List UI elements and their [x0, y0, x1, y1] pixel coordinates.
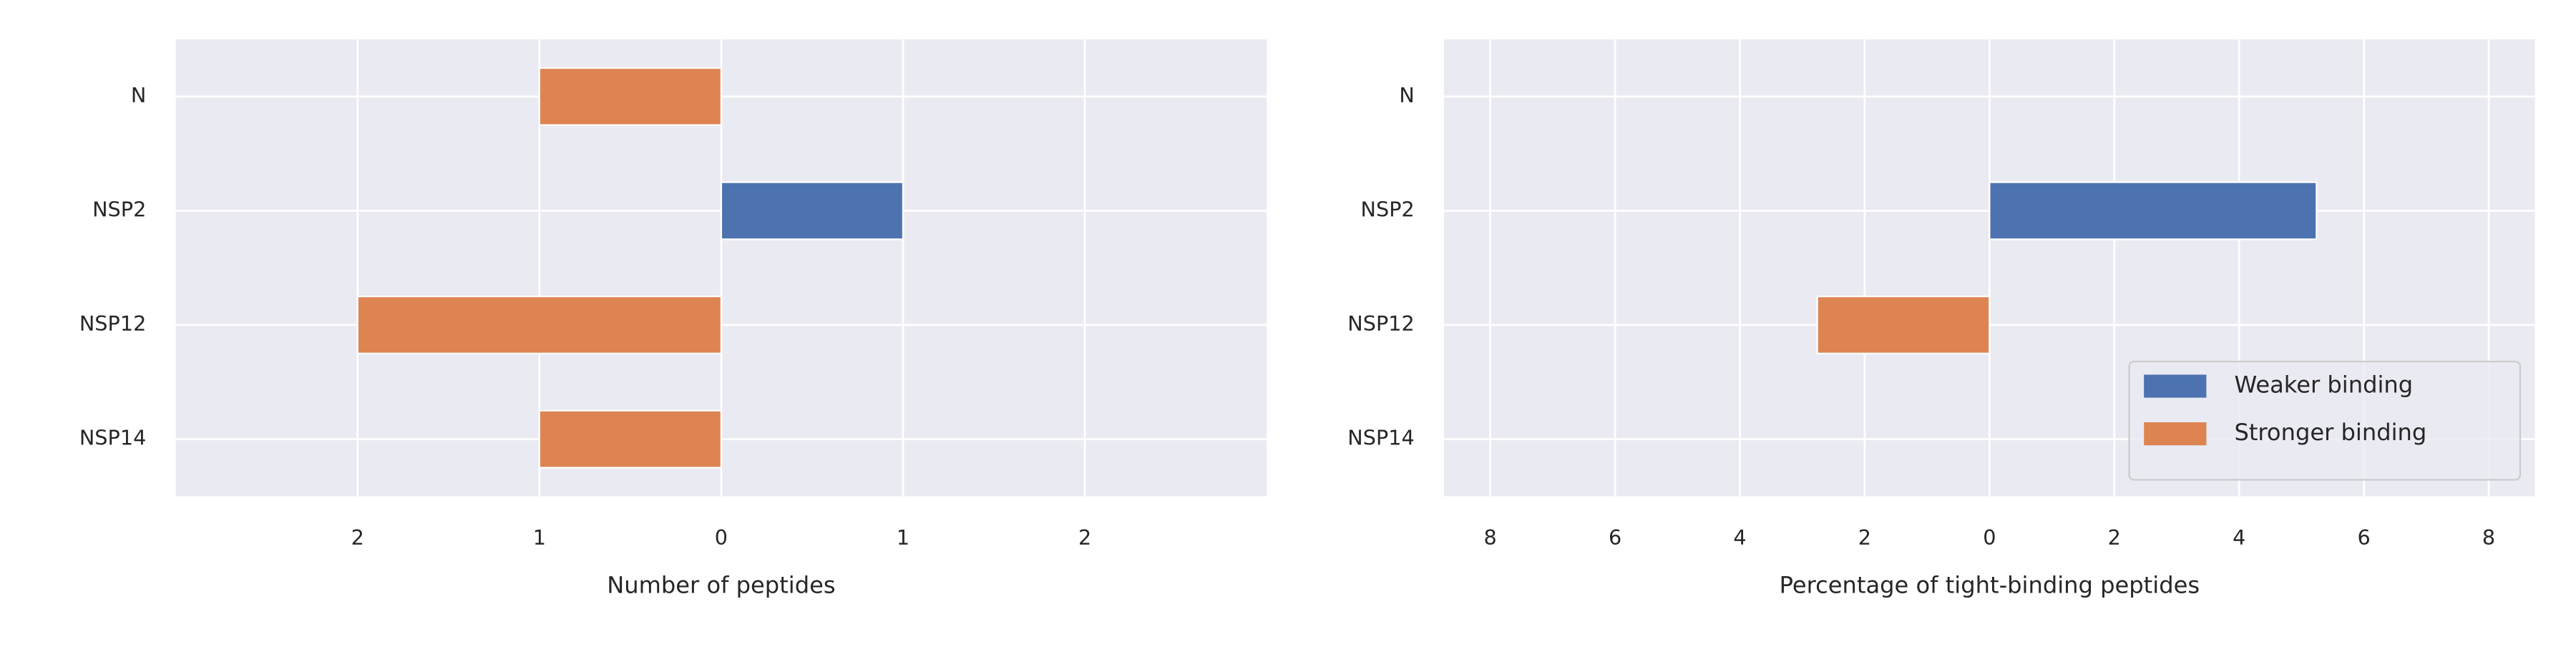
y-tick-label: NSP14 [79, 426, 146, 450]
x-tick-label: 6 [2358, 525, 2371, 550]
x-tick-label: 4 [1733, 525, 1746, 550]
legend-label: Weaker binding [2234, 371, 2413, 399]
x-tick-label: 2 [1078, 525, 1091, 550]
y-tick-label: N [131, 83, 146, 107]
x-tick-label: 2 [2108, 525, 2121, 550]
y-tick-label: N [1399, 83, 1414, 107]
y-tick-label: NSP14 [1347, 426, 1414, 450]
x-tick-label: 8 [1484, 525, 1497, 550]
y-tick-label: NSP12 [1347, 311, 1414, 336]
x-tick-label: 0 [1983, 525, 1996, 550]
legend-swatch [2144, 422, 2207, 446]
bar [1816, 295, 1991, 355]
y-tick-label: NSP2 [92, 197, 146, 221]
bar [356, 295, 723, 355]
bar [538, 409, 723, 469]
y-tick-label: NSP2 [1361, 197, 1415, 221]
x-tick-label: 1 [897, 525, 909, 550]
legend-box [2128, 360, 2522, 481]
bar [1989, 181, 2318, 240]
x-tick-label: 2 [351, 525, 364, 550]
x-tick-label: 8 [2482, 525, 2495, 550]
x-axis-label: Percentage of tight-binding peptides [1780, 572, 2200, 599]
x-tick-label: 0 [715, 525, 728, 550]
x-axis-label: Number of peptides [607, 572, 835, 599]
bar [720, 181, 904, 240]
legend-swatch [2144, 374, 2207, 398]
x-tick-label: 4 [2233, 525, 2245, 550]
y-tick-label: NSP12 [79, 311, 146, 336]
bar [538, 67, 723, 126]
x-tick-label: 2 [1858, 525, 1871, 550]
x-tick-label: 6 [1609, 525, 1621, 550]
x-tick-label: 1 [533, 525, 546, 550]
legend-label: Stronger binding [2234, 419, 2426, 446]
